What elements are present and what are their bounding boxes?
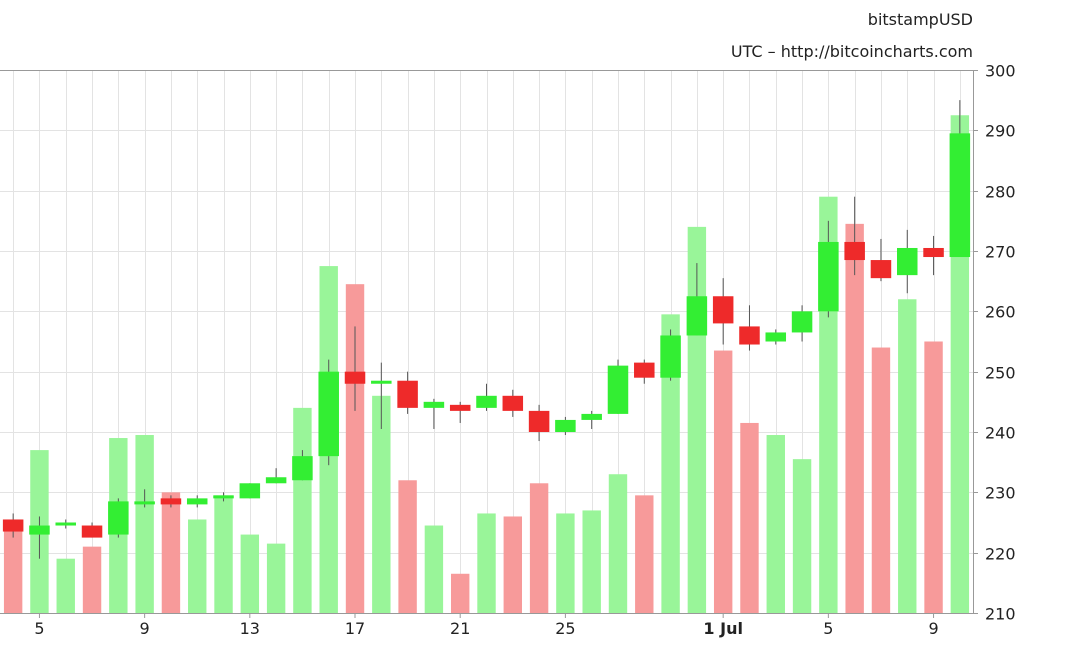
volume-bar	[871, 347, 891, 613]
candle-body	[660, 335, 681, 378]
volume-bar	[188, 519, 207, 613]
y-tick-label: 280	[985, 183, 1016, 202]
candles	[2, 100, 971, 559]
candle-body	[739, 326, 760, 345]
candle-body	[870, 260, 892, 279]
candle-body	[791, 311, 813, 333]
x-tick-label: 21	[450, 619, 470, 638]
candle-body	[581, 413, 602, 420]
candle-body	[134, 501, 155, 505]
candle-body	[81, 525, 103, 538]
candle-body	[686, 296, 708, 336]
x-tick-label: 9	[928, 619, 938, 638]
y-tick-label: 270	[985, 243, 1016, 262]
volume-bar	[529, 483, 549, 613]
chart-source-url: UTC – http://bitcoincharts.com	[730, 42, 973, 61]
candle-body	[239, 483, 261, 499]
volume-bar	[792, 459, 812, 613]
volume-bar	[608, 474, 628, 613]
volume-bar	[398, 480, 417, 613]
volume-bar	[635, 495, 654, 613]
volume-bar	[766, 435, 785, 613]
volume-bar	[345, 284, 365, 613]
volume-bar	[845, 223, 864, 613]
candle-body	[555, 419, 576, 432]
candle-body	[923, 247, 944, 258]
volume-bar	[503, 516, 522, 613]
y-tick-label: 230	[985, 484, 1016, 503]
volume-bar	[924, 341, 943, 613]
x-tick-label: 1 Jul	[703, 619, 743, 638]
volume-bar	[3, 519, 23, 613]
candle-body	[160, 498, 182, 505]
candle-body	[897, 247, 918, 276]
candle-body	[265, 477, 287, 484]
candle-body	[186, 498, 208, 505]
candle-body	[528, 410, 550, 432]
volume-bar	[451, 573, 470, 613]
axes: 210 220 230 240 250 260 270 280 290 300 5 9 13 17 21 25…	[0, 62, 1016, 638]
volume-bar	[556, 513, 575, 613]
volume-bar	[424, 525, 444, 613]
candle-body	[55, 522, 76, 526]
volume-bar	[661, 314, 680, 613]
volume-bar	[135, 435, 154, 613]
volume-bar	[56, 558, 75, 613]
candle-body	[634, 362, 655, 378]
candle-body	[949, 133, 971, 258]
candle-body	[449, 404, 471, 411]
candle-body	[213, 495, 234, 499]
candle-body	[371, 380, 392, 384]
y-tick-label: 220	[985, 545, 1016, 564]
volume-bar	[898, 299, 917, 613]
candle-body	[818, 241, 839, 312]
volume-bar	[582, 510, 601, 613]
y-tick-label: 240	[985, 424, 1016, 443]
x-tick-label: 13	[240, 619, 260, 638]
x-tick-label: 25	[555, 619, 575, 638]
volume-bars	[3, 115, 970, 613]
volume-bar	[293, 407, 312, 613]
candle-body	[476, 395, 497, 408]
chart-source-title: bitstampUSD	[867, 10, 973, 29]
volume-bar	[266, 543, 286, 613]
candle-body	[292, 456, 313, 481]
candle-body	[423, 401, 445, 408]
volume-bar	[240, 534, 260, 613]
y-tick-label: 210	[985, 605, 1016, 624]
volume-bar	[477, 513, 496, 613]
y-tick-label: 290	[985, 122, 1016, 141]
candle-body	[397, 380, 418, 408]
x-tick-label: 5	[823, 619, 833, 638]
y-tick-label: 300	[985, 62, 1016, 81]
candle-body	[765, 332, 787, 342]
y-tick-label: 250	[985, 364, 1016, 383]
volume-bar	[740, 422, 759, 613]
x-tick-label: 5	[34, 619, 44, 638]
candle-body	[318, 371, 339, 457]
candle-body	[607, 365, 629, 414]
candle-body	[502, 395, 524, 411]
x-tick-label: 9	[140, 619, 150, 638]
candle-body	[712, 296, 734, 324]
y-tick-label: 260	[985, 303, 1016, 322]
volume-bar	[372, 395, 391, 613]
candle-body	[344, 371, 366, 384]
x-tick-label: 17	[345, 619, 365, 638]
candle-body	[2, 519, 24, 532]
volume-bar	[214, 495, 233, 613]
candle-body	[844, 241, 865, 261]
volume-bar	[82, 546, 102, 613]
candle-body	[108, 501, 129, 535]
volume-bar	[713, 350, 733, 613]
volume-bar	[161, 492, 181, 613]
candle-body	[29, 525, 50, 535]
